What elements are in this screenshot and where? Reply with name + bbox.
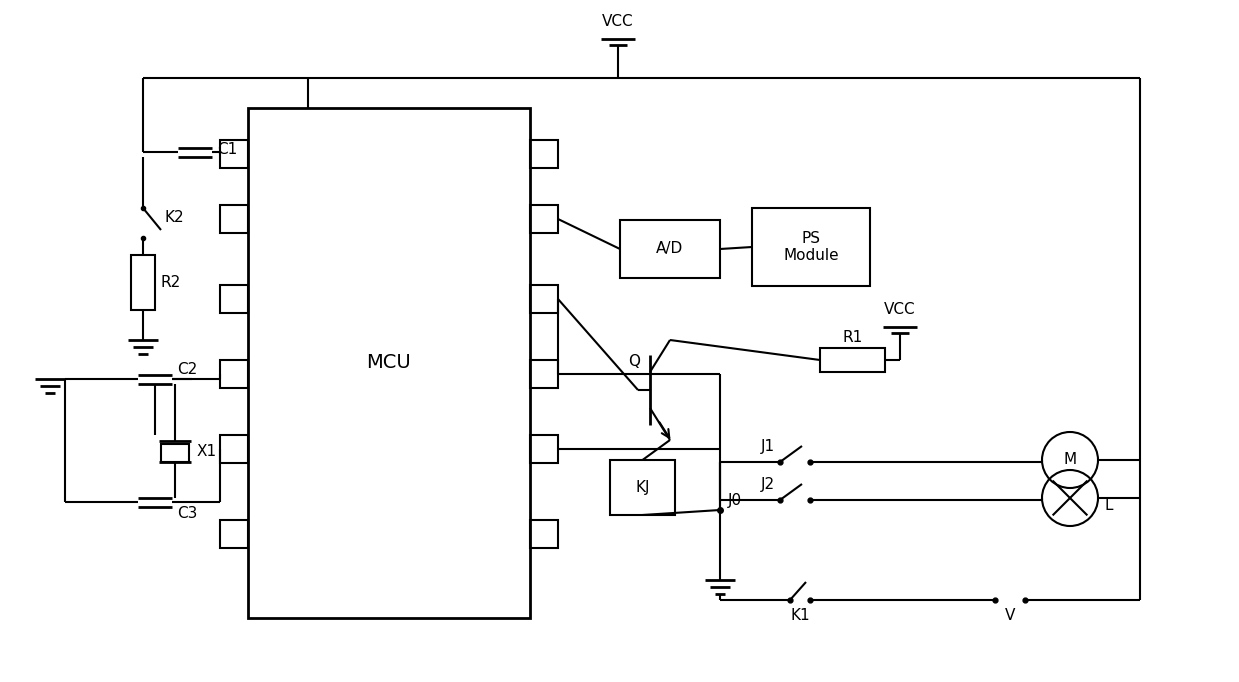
Text: R2: R2 xyxy=(160,275,180,290)
Bar xyxy=(610,460,675,515)
Bar xyxy=(530,435,558,463)
Bar xyxy=(221,520,248,548)
Text: X1: X1 xyxy=(197,443,217,458)
Bar xyxy=(221,205,248,233)
Bar xyxy=(161,444,190,462)
Text: L: L xyxy=(1104,499,1113,514)
Text: J0: J0 xyxy=(729,492,742,507)
Text: Q: Q xyxy=(628,355,641,370)
Bar xyxy=(752,208,870,286)
Bar xyxy=(530,205,558,233)
Bar xyxy=(530,140,558,168)
Bar xyxy=(131,255,155,310)
Text: R1: R1 xyxy=(843,331,862,346)
Text: PS
Module: PS Module xyxy=(783,231,839,263)
Bar xyxy=(221,360,248,388)
Bar xyxy=(530,360,558,388)
Text: A/D: A/D xyxy=(657,241,684,256)
Text: C3: C3 xyxy=(177,507,197,522)
Text: VCC: VCC xyxy=(602,14,634,29)
Text: C2: C2 xyxy=(177,363,197,378)
Text: J2: J2 xyxy=(761,477,776,492)
Bar xyxy=(248,108,530,618)
Text: C1: C1 xyxy=(217,143,237,158)
Text: K2: K2 xyxy=(165,211,185,226)
Text: M: M xyxy=(1063,452,1077,467)
Text: MCU: MCU xyxy=(367,353,411,372)
Text: VCC: VCC xyxy=(885,303,916,318)
Text: V: V xyxy=(1005,608,1015,623)
Bar xyxy=(530,285,558,313)
Bar xyxy=(221,140,248,168)
Text: KJ: KJ xyxy=(636,480,649,495)
Bar xyxy=(221,285,248,313)
Bar xyxy=(221,435,248,463)
Bar xyxy=(530,520,558,548)
Bar xyxy=(620,220,720,278)
Text: J1: J1 xyxy=(761,439,776,454)
Text: K1: K1 xyxy=(790,608,810,623)
Bar xyxy=(820,348,885,372)
